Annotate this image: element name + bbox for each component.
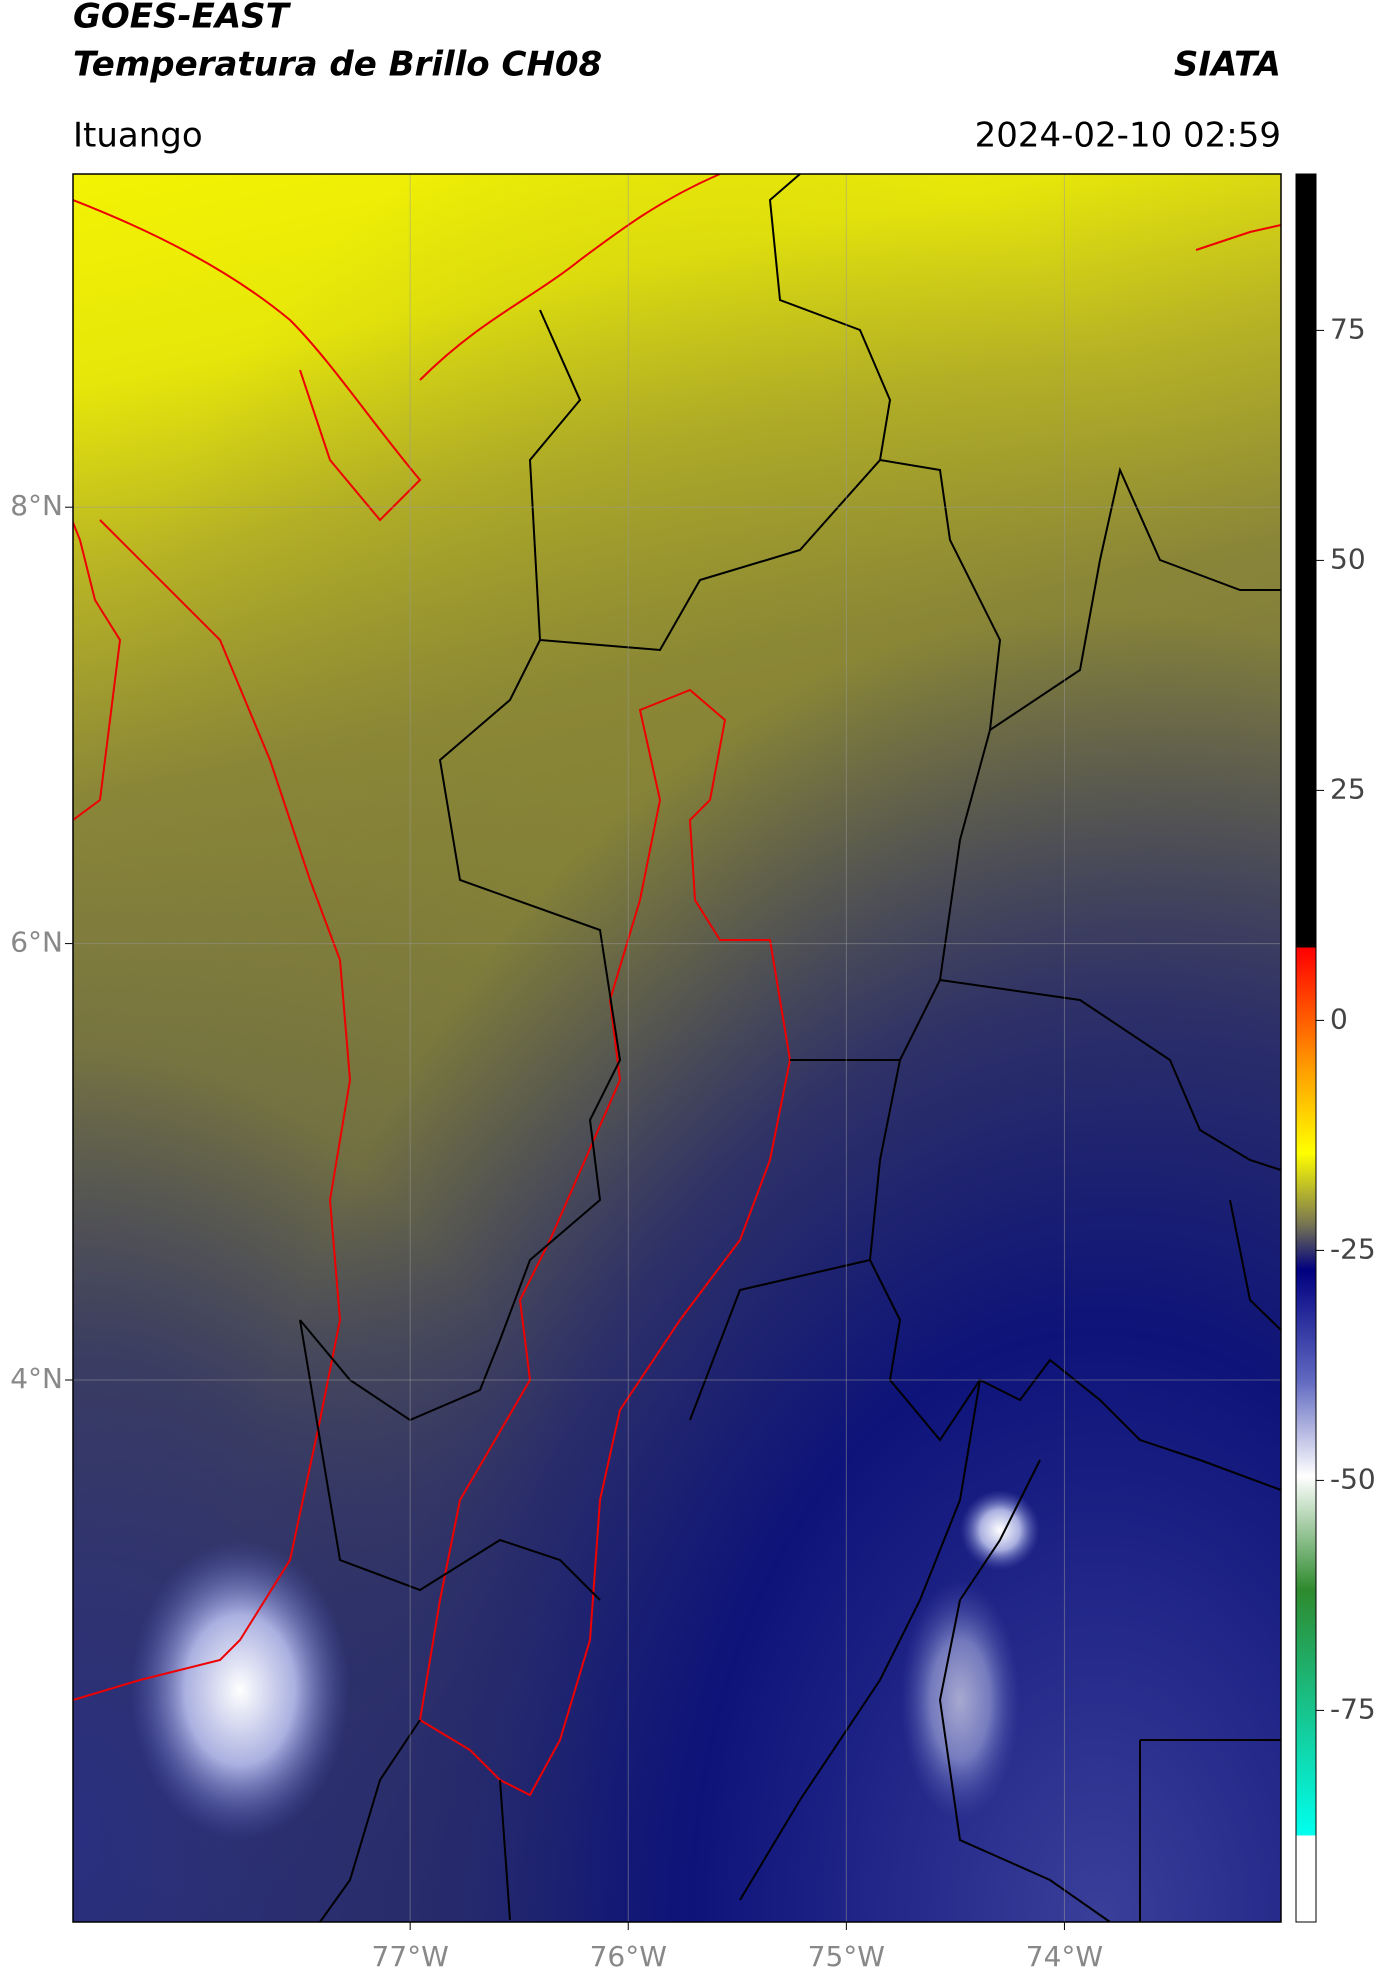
colorbar-tick-label: 75: [1330, 312, 1366, 345]
colorbar-tick-label: -50: [1330, 1462, 1376, 1495]
x-tick-label: 77°W: [372, 1940, 449, 1973]
coastline: [73, 519, 352, 1701]
colorbar-tick-label: -75: [1330, 1692, 1376, 1725]
y-tick-label: 8°N: [10, 489, 63, 522]
coastline: [73, 519, 122, 821]
colorbar-tick-label: 0: [1330, 1002, 1348, 1035]
cold-cloud: [130, 1540, 350, 1840]
colorbar: [1295, 173, 1317, 1923]
x-tick-label: 75°W: [808, 1940, 885, 1973]
y-tick-label: 4°N: [10, 1362, 63, 1395]
coastline: [1195, 224, 1281, 251]
map: [73, 174, 1281, 1922]
colorbar-tick-label: 50: [1330, 542, 1366, 575]
grid: [73, 174, 1281, 1922]
region: Ituango: [73, 116, 203, 156]
coastline: [419, 174, 721, 381]
title: GOES-EAST: [73, 0, 292, 37]
colorbar-tick-label: 25: [1330, 772, 1366, 805]
colorbar-tick-label: -25: [1330, 1232, 1376, 1265]
source: SIATA: [1174, 45, 1281, 85]
subtitle: Temperatura de Brillo CH08: [73, 45, 602, 85]
coastline: [73, 199, 422, 522]
cold-cloud: [960, 1490, 1040, 1570]
map-frame: [72, 173, 1282, 1923]
x-tick-label: 76°W: [590, 1940, 667, 1973]
region-boundary: [418, 688, 792, 1797]
cold-cloud: [900, 1580, 1020, 1820]
timestamp: 2024-02-10 02:59: [975, 116, 1281, 156]
x-tick-label: 74°W: [1026, 1940, 1103, 1973]
y-tick-label: 6°N: [10, 926, 63, 959]
